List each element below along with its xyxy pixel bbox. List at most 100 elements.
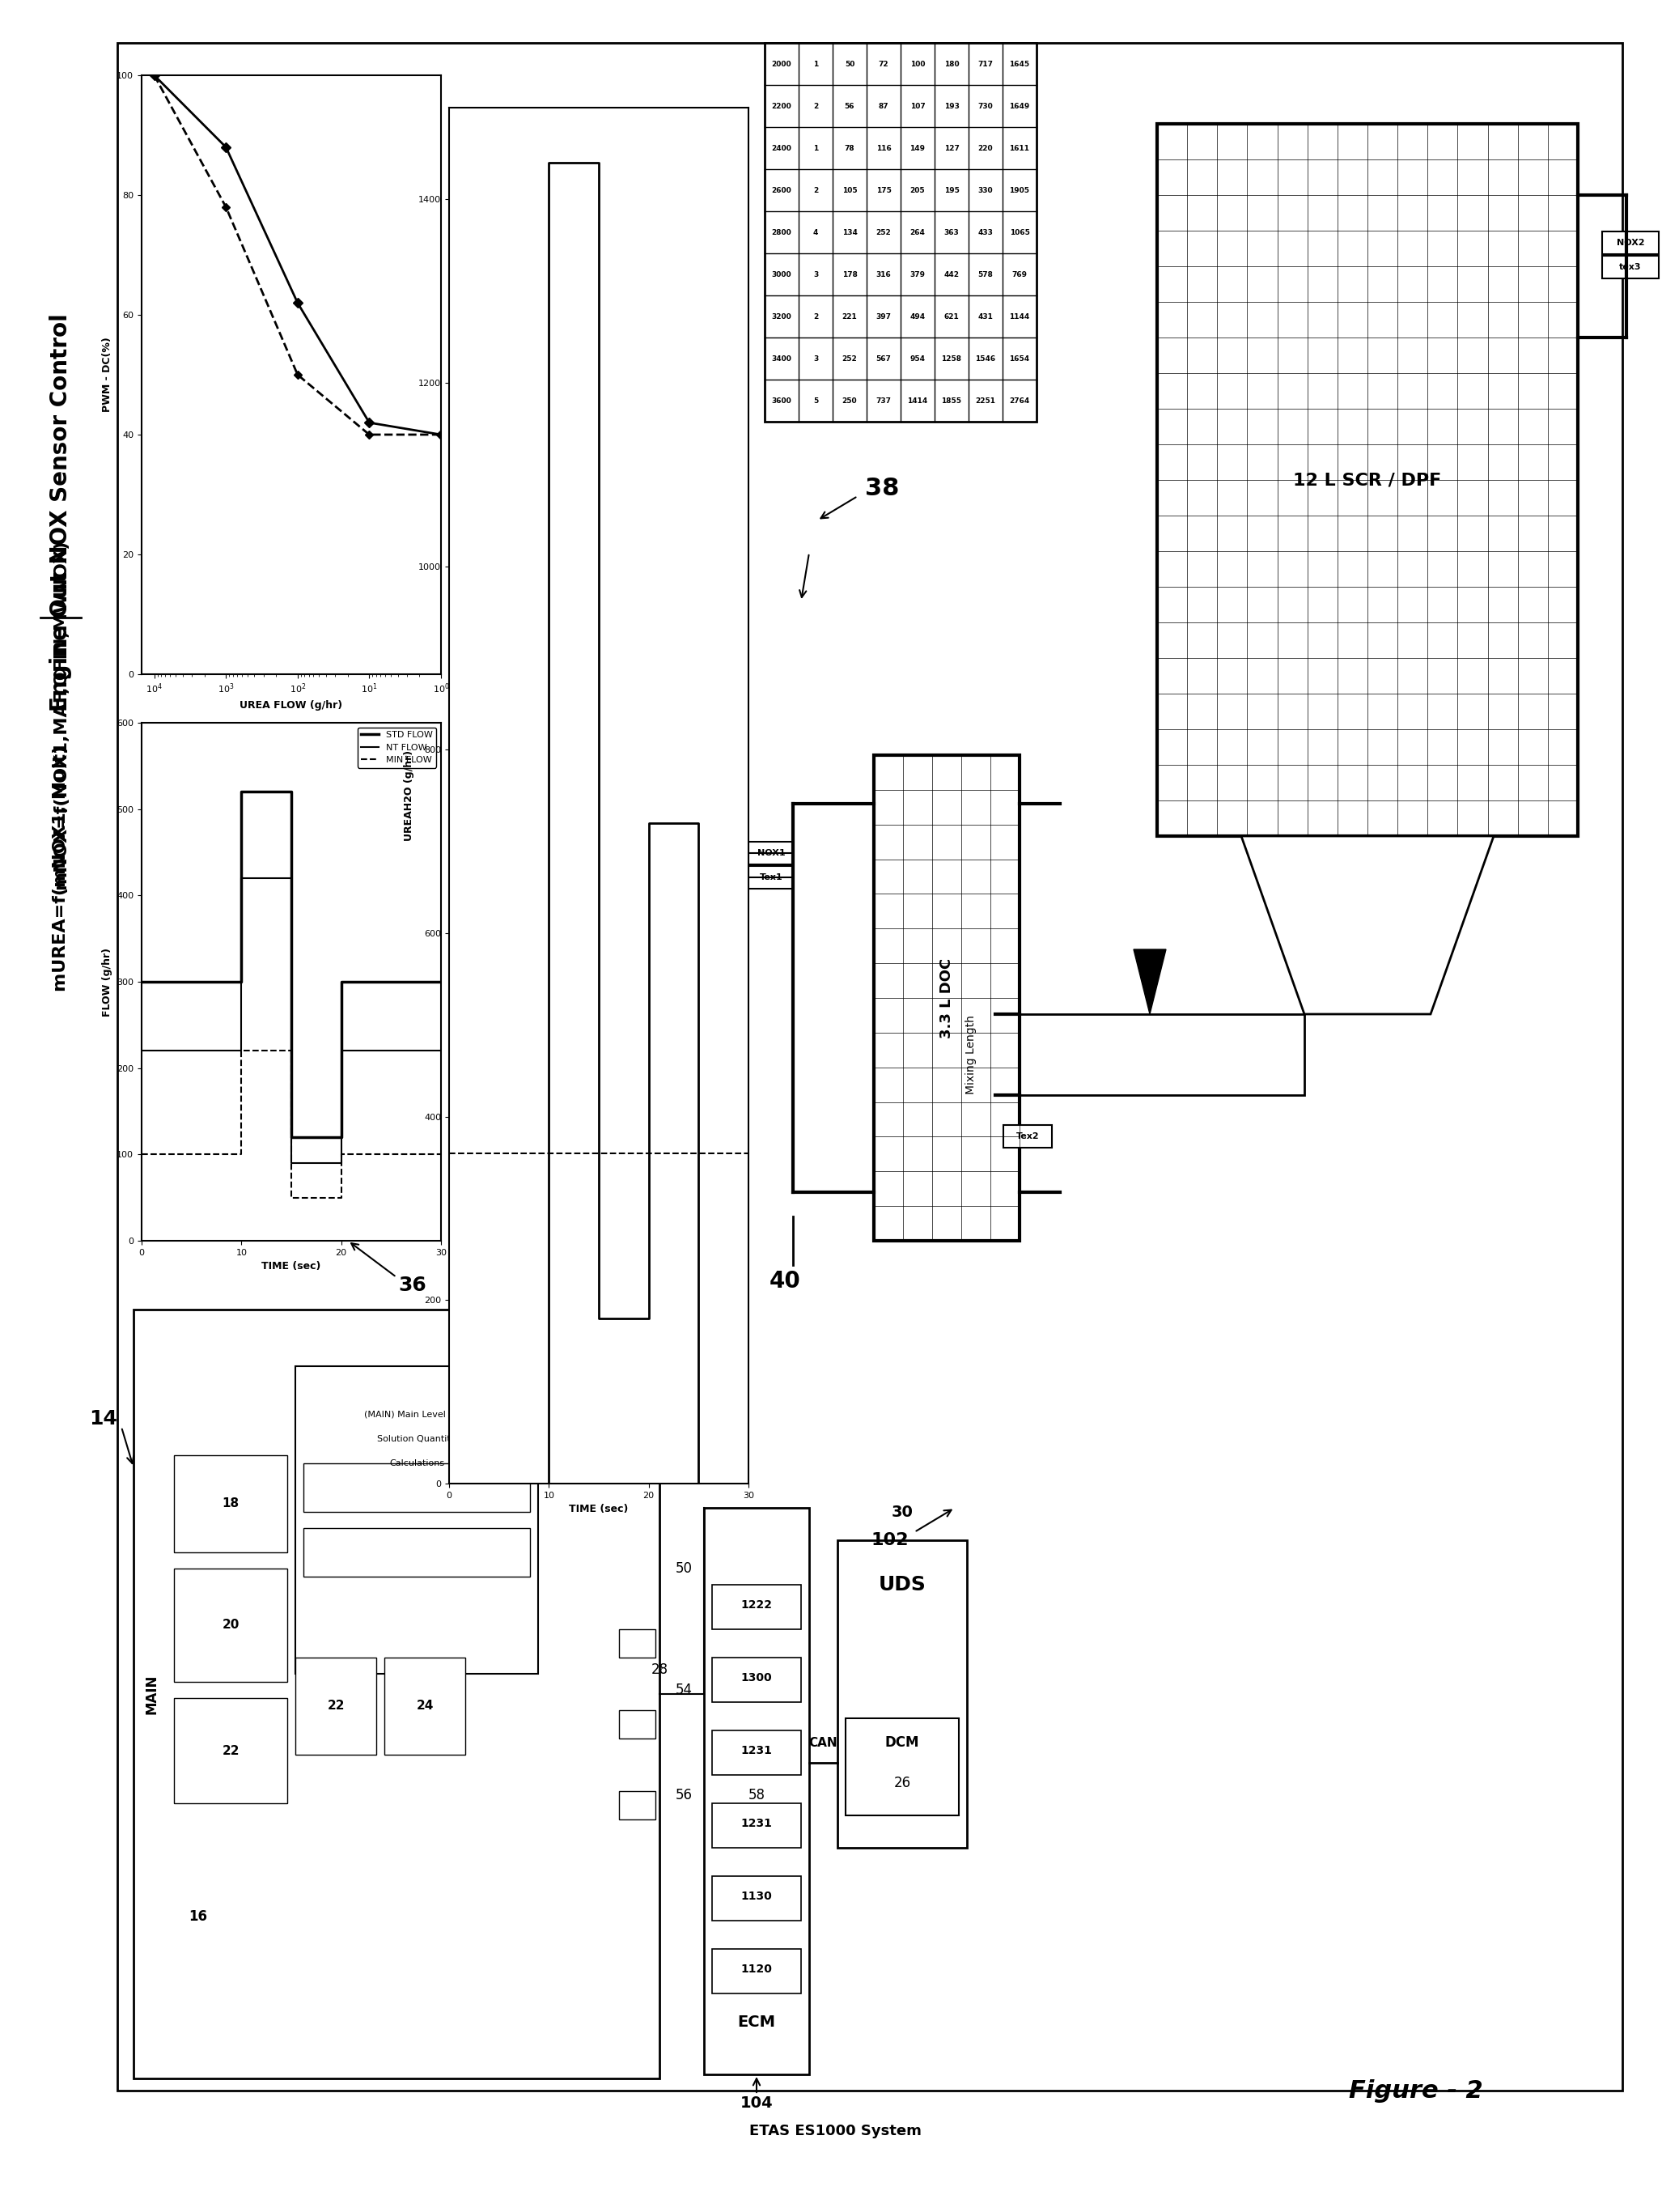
NT FLOW [381,1037,401,1064]
Y-axis label: PWM - DC(%): PWM - DC(%) [101,336,113,411]
Polygon shape [1242,836,1494,1013]
Text: 769: 769 [1012,270,1027,279]
Text: mUREA=f(mNOX1, Mult): mUREA=f(mNOX1, Mult) [53,745,68,991]
Bar [1004,1126,1052,1148]
MIN FLOW [231,1141,251,1168]
NT FLOW [430,1037,450,1064]
NT FLOW [131,1037,151,1064]
Line: NT FLOW: NT FLOW [141,878,440,1164]
Bar [133,1310,660,2079]
Bar [618,1792,655,1820]
Text: 40: 40 [770,1270,801,1292]
NT FLOW [181,1037,201,1064]
Bar [1602,257,1659,279]
Text: NOX1: NOX1 [758,849,784,856]
Text: 1120: 1120 [741,1964,773,1975]
Text: 18: 18 [223,1498,239,1511]
Bar [711,1584,801,1630]
Text: 1: 1 [813,60,818,69]
Text: 433: 433 [977,228,994,237]
Bar [175,1568,288,1681]
NT FLOW [381,1037,401,1064]
Bar [296,1367,538,1674]
Text: 56: 56 [675,1787,693,1803]
Text: 22: 22 [327,1701,344,1712]
Bar [711,1949,801,1993]
Text: 87: 87 [879,102,889,111]
Text: 431: 431 [977,312,994,321]
Text: 100: 100 [911,60,926,69]
Text: 58: 58 [748,1787,765,1803]
MIN FLOW [430,1141,450,1168]
Text: CAN: CAN [809,1736,838,1750]
Text: 12 L SCR / DPF: 12 L SCR / DPF [1293,471,1441,489]
Text: 149: 149 [909,144,926,153]
Text: 363: 363 [944,228,959,237]
50 STD FLOW [131,969,151,995]
Text: 316: 316 [876,270,891,279]
X-axis label: UREA FLOW (g/hr): UREA FLOW (g/hr) [239,699,342,710]
Bar [618,1710,655,1739]
NT FLOW [281,865,301,891]
Bar [1602,232,1659,254]
Text: 16: 16 [189,1909,208,1924]
Text: DCM: DCM [884,1734,919,1750]
Text: 1258: 1258 [941,354,962,363]
50 STD FLOW [281,779,301,805]
Bar [996,1013,1305,1095]
MIN FLOW [331,1141,351,1168]
Text: (MAIN) Main Level Urea: (MAIN) Main Level Urea [364,1411,470,1418]
Text: 36: 36 [399,1276,427,1294]
Text: 1855: 1855 [941,396,962,405]
MIN FLOW [381,1141,401,1168]
Text: 1300: 1300 [741,1672,773,1683]
NT FLOW [331,1037,351,1064]
Text: Solution Quantity: Solution Quantity [377,1436,455,1442]
Text: 252: 252 [876,228,891,237]
Text: 105: 105 [843,186,858,195]
Text: $\phi$H3/ NOX = 1: $\phi$H3/ NOX = 1 [485,653,550,664]
Bar [705,1509,809,2075]
Text: 178: 178 [843,270,858,279]
Text: UDS: UDS [879,1575,926,1595]
Text: 52: 52 [519,1422,542,1438]
Text: 2200: 2200 [771,102,791,111]
Text: 1611: 1611 [1009,144,1030,153]
Bar [384,1657,465,1754]
Text: 1649: 1649 [1009,102,1030,111]
Bar [711,1657,801,1701]
Text: 1222: 1222 [741,1599,773,1610]
Text: 102: 102 [871,1533,909,1548]
Text: 717: 717 [977,60,994,69]
50 STD FLOW [430,969,450,995]
Text: 578: 578 [977,270,994,279]
Text: 22: 22 [223,1745,239,1756]
Text: 1: 1 [813,144,818,153]
Bar [765,42,1037,422]
50 STD FLOW [331,969,351,995]
Text: 3200: 3200 [771,312,791,321]
Text: 193: 193 [944,102,959,111]
Text: 3: 3 [813,270,818,279]
Text: ECM: ECM [738,2015,776,2028]
Text: 116: 116 [876,144,891,153]
Text: 397: 397 [876,312,891,321]
Text: 567: 567 [876,354,891,363]
Text: 26: 26 [894,1776,911,1790]
Bar [711,1803,801,1847]
50 STD FLOW [231,969,251,995]
Text: Mixing Length: Mixing Length [966,1015,977,1095]
Text: 494: 494 [909,312,926,321]
Text: 5: 5 [813,396,818,405]
Text: 330: 330 [977,186,994,195]
Text: 78: 78 [844,144,854,153]
Text: 104: 104 [740,2095,773,2110]
Bar [846,1719,959,1816]
Text: 442: 442 [944,270,959,279]
NT FLOW [281,1150,301,1177]
Bar [175,1455,288,1553]
Text: 72: 72 [879,60,889,69]
Text: Tex1: Tex1 [760,874,783,880]
MIN FLOW [331,1183,351,1210]
Text: 1231: 1231 [741,1818,773,1829]
